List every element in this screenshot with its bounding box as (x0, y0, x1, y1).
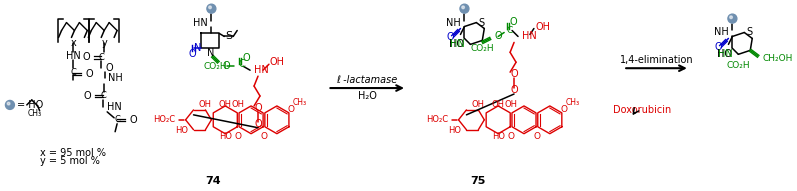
Text: HN: HN (193, 18, 207, 28)
Circle shape (728, 14, 737, 23)
Text: HO: HO (717, 49, 732, 59)
Text: NH: NH (713, 28, 728, 37)
Text: O: O (509, 17, 516, 27)
Text: C: C (114, 115, 120, 124)
Text: HN: HN (450, 39, 465, 49)
Text: OH: OH (536, 22, 551, 32)
Text: ℓ -lactamase: ℓ -lactamase (336, 75, 398, 85)
Text: HO: HO (449, 39, 464, 49)
Text: HN: HN (717, 49, 732, 59)
Text: CO₂H: CO₂H (727, 61, 750, 70)
Text: O: O (510, 69, 518, 79)
Circle shape (7, 102, 10, 105)
Text: NH: NH (446, 18, 461, 28)
Text: x = 95 mol %: x = 95 mol % (40, 148, 106, 158)
Text: Doxorubicin: Doxorubicin (613, 105, 671, 115)
Text: O: O (254, 119, 262, 129)
Text: HO: HO (218, 132, 232, 141)
Text: NH: NH (108, 73, 123, 83)
Text: O: O (715, 42, 722, 52)
Text: HN: HN (522, 32, 536, 41)
Text: H₂O: H₂O (358, 91, 377, 101)
Text: y = 5 mol %: y = 5 mol % (40, 156, 100, 167)
Text: y: y (101, 38, 107, 48)
Text: C: C (506, 26, 512, 35)
Text: O: O (83, 52, 90, 62)
Text: O: O (510, 85, 518, 95)
Text: x: x (71, 38, 77, 48)
Text: C: C (98, 53, 104, 62)
Text: CO₂H: CO₂H (470, 44, 494, 53)
Text: O: O (234, 132, 241, 141)
Text: HN: HN (107, 102, 122, 112)
Text: OH: OH (270, 57, 285, 67)
Circle shape (209, 6, 211, 9)
Text: CH₃: CH₃ (566, 98, 579, 108)
Text: 1,4-elimination: 1,4-elimination (619, 55, 693, 65)
Text: O: O (560, 105, 567, 114)
Text: 75: 75 (471, 176, 486, 186)
Text: O: O (129, 115, 136, 125)
Text: O: O (242, 53, 249, 63)
Text: HO: HO (448, 126, 461, 135)
Text: = HO: = HO (17, 100, 43, 110)
Text: O: O (105, 63, 113, 73)
Text: O: O (254, 103, 262, 113)
Text: O: O (222, 61, 230, 71)
Circle shape (730, 16, 732, 19)
Text: OH: OH (492, 100, 505, 109)
Text: N: N (194, 43, 202, 53)
Text: CH₃: CH₃ (292, 98, 307, 108)
Text: S: S (226, 32, 233, 41)
Text: S: S (478, 18, 485, 28)
Text: OH: OH (232, 100, 245, 109)
Text: OH: OH (472, 100, 485, 109)
Text: HN: HN (66, 51, 80, 61)
Circle shape (461, 6, 465, 9)
Text: O: O (508, 132, 515, 141)
Text: O: O (447, 32, 454, 42)
Text: C: C (100, 91, 106, 100)
Circle shape (6, 100, 14, 109)
Text: HO₂C: HO₂C (426, 115, 449, 124)
Text: O: O (287, 105, 294, 114)
Circle shape (207, 4, 216, 13)
Text: O: O (261, 132, 268, 141)
Text: O: O (533, 132, 540, 141)
Text: CH₃: CH₃ (28, 109, 41, 118)
Circle shape (460, 4, 469, 13)
Text: OH: OH (218, 100, 232, 109)
Text: O: O (494, 32, 502, 41)
Text: OH: OH (199, 100, 212, 109)
Text: 74: 74 (206, 176, 222, 186)
Text: O: O (189, 49, 196, 59)
Text: C: C (70, 68, 77, 77)
Text: O: O (84, 91, 92, 101)
Text: HO: HO (492, 132, 505, 141)
Text: C: C (238, 59, 245, 69)
Text: N: N (206, 48, 214, 58)
Text: S: S (746, 28, 752, 37)
Text: CO₂H: CO₂H (203, 62, 227, 71)
Text: HN: HN (254, 65, 269, 75)
Text: O: O (85, 69, 93, 79)
Text: CH₂OH: CH₂OH (762, 54, 792, 63)
Text: HO: HO (175, 126, 188, 135)
Text: OH: OH (505, 100, 517, 109)
Text: HO₂C: HO₂C (154, 115, 175, 124)
